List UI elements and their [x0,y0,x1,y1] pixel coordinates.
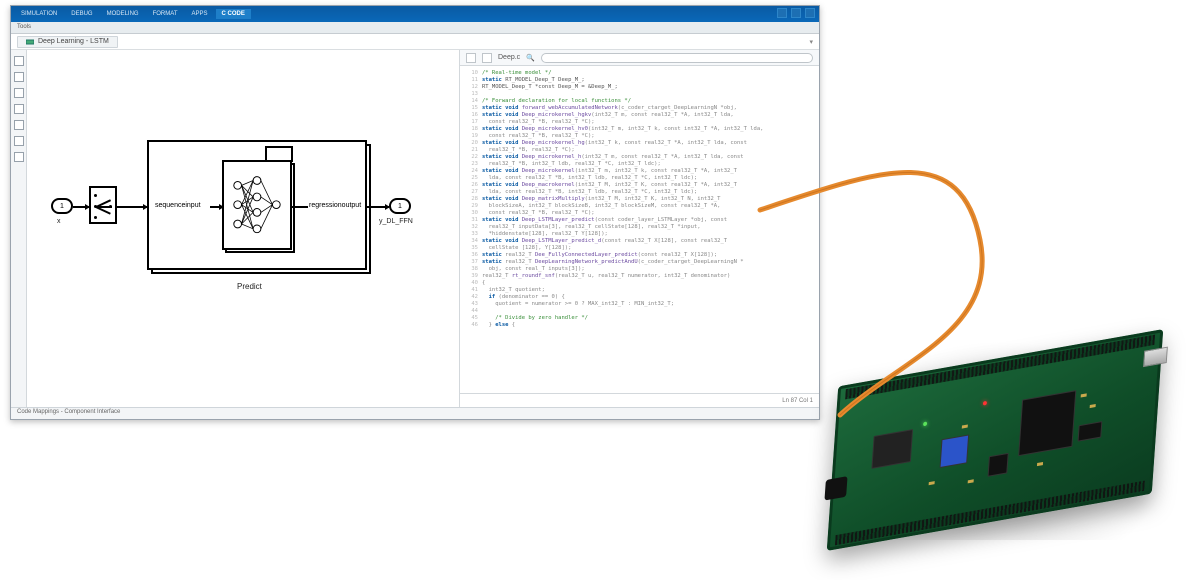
breadcrumb-label: Deep Learning - LSTM [38,38,109,45]
outport-block[interactable]: 1 [389,198,411,214]
dropdown-icon[interactable]: ▾ [809,38,813,46]
win-max-icon[interactable] [791,8,801,18]
tab-modeling[interactable]: MODELING [101,9,145,19]
ic-chip [871,429,913,469]
code-fwd-icon[interactable] [482,53,492,63]
code-back-icon[interactable] [466,53,476,63]
win-close-icon[interactable] [805,8,815,18]
ribbon-tabs: SIMULATION DEBUG MODELING FORMAT APPS C … [11,6,819,22]
tab-simulation[interactable]: SIMULATION [15,9,63,19]
nn-graph-icon [228,166,286,243]
tool-3-icon[interactable] [14,88,24,98]
model-icon [26,38,34,46]
tool-2-icon[interactable] [14,72,24,82]
dev-board-photo [790,300,1190,570]
tab-ccode[interactable]: C CODE [216,9,251,19]
tool-1-icon[interactable] [14,56,24,66]
search-icon: 🔍 [526,54,535,62]
tool-5-icon[interactable] [14,120,24,130]
mcu-chip [1018,390,1076,456]
ic-small [1078,421,1103,442]
win-min-icon[interactable] [777,8,787,18]
predict-label: Predict [237,282,262,291]
tab-format[interactable]: FORMAT [147,9,184,19]
tab-debug[interactable]: DEBUG [65,9,98,19]
code-listing[interactable]: 10 11 12 13 14 15 16 17 18 19 20 21 22 2… [460,66,819,393]
generated-code-panel: Deep.c 🔍 10 11 12 13 14 15 16 17 18 19 2… [459,50,819,407]
code-search-input[interactable] [541,53,813,63]
nn-block[interactable] [222,160,292,250]
inport-block[interactable]: 1 [51,198,73,214]
inport-name: x [57,218,61,225]
tab-apps[interactable]: APPS [185,9,213,19]
multiport-switch-block[interactable] [89,186,117,224]
code-file-label: Deep.c [498,54,520,61]
regoutput-label: regressionoutput [309,202,361,209]
palette-toolbar [11,50,27,407]
status-bar: Code Mappings - Component Interface [11,407,819,419]
tool-6-icon[interactable] [14,136,24,146]
simulink-window: SIMULATION DEBUG MODELING FORMAT APPS C … [10,5,820,420]
audio-jack [824,476,847,500]
sub-toolbar: Tools [11,22,819,34]
model-breadcrumb: ◀ Deep Learning - LSTM ▾ [11,34,819,50]
model-canvas[interactable]: 1 x sequenceinput regressionoutput Predi… [27,50,459,407]
push-button [940,434,970,468]
push-button-2 [988,453,1009,477]
seqinput-label: sequenceinput [155,202,201,209]
outport-name: y_DL_FFN [379,218,413,225]
tool-7-icon[interactable] [14,152,24,162]
breadcrumb-chip[interactable]: Deep Learning - LSTM [17,36,118,48]
tool-4-icon[interactable] [14,104,24,114]
